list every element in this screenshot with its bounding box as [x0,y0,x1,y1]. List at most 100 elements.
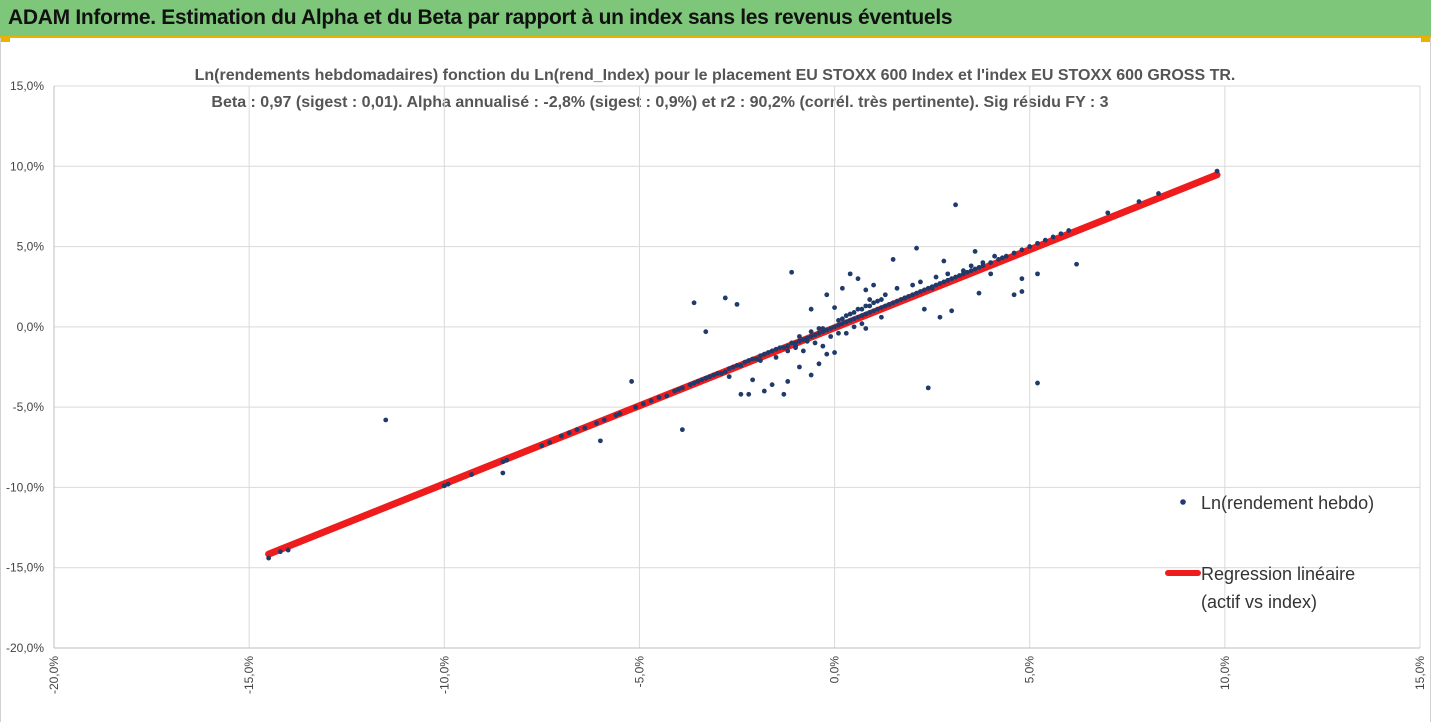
data-point [855,314,861,320]
data-point [851,310,857,315]
data-point [1214,168,1220,174]
data-point [894,285,900,291]
data-point [722,295,728,301]
data-point [863,326,869,331]
data-point [863,311,869,317]
data-point [566,430,572,436]
data-point [679,385,685,391]
data-point [918,279,923,285]
data-point [691,300,697,306]
data-point [867,303,873,309]
data-point [1035,240,1040,246]
data-point [601,417,607,423]
data-point [890,300,896,306]
chart-subtitle: Beta : 0,97 (sigest : 0,01). Alpha annua… [211,94,1108,111]
data-point [914,290,919,296]
x-tick-label: 5,0% [1023,656,1037,684]
data-point [836,318,841,323]
banner-corner-right [1421,38,1431,42]
data-point [738,362,744,368]
data-point [1011,292,1017,298]
data-point [953,274,958,280]
data-point [441,483,447,489]
data-point [730,364,736,370]
x-tick-label: -15,0% [242,656,256,694]
data-point [769,382,775,388]
data-point [746,358,752,363]
banner-corner-left [0,38,10,42]
data-point [960,268,966,274]
data-point [824,292,830,298]
data-point [746,391,752,397]
legend-label-points: Ln(rendement hebdo) [1201,493,1374,513]
data-point [691,380,697,386]
data-point [871,282,876,288]
data-point [847,318,853,323]
report-title: ADAM Informe. Estimation du Alpha et du … [8,6,953,29]
data-point [914,245,919,251]
data-point [738,391,744,397]
data-point [839,316,845,322]
data-point [742,359,748,365]
data-point [761,351,767,357]
axis-ticks: -20,0% -15,0% -10,0% -5,0% 0,0% 5,0% 10,0% 15,0… [6,79,1427,694]
data-point [785,343,791,349]
data-point [617,411,623,416]
data-point [804,338,810,344]
data-point [863,287,869,293]
data-point [871,308,876,314]
data-point [949,276,955,282]
data-point [664,393,670,399]
data-point [582,425,588,431]
data-point [867,310,873,315]
data-point [906,293,912,299]
y-tick-label: 5,0% [17,240,45,254]
report-banner: ADAM Informe. Estimation du Alpha et du … [0,0,1431,38]
data-point [722,369,728,375]
data-point [999,255,1005,261]
plot-area [265,168,1221,561]
data-point [812,340,818,346]
x-tick-label: -10,0% [437,656,451,694]
data-point [1058,231,1064,237]
data-point [863,303,869,309]
data-point [886,301,892,307]
data-point [843,330,849,336]
data-point [816,326,822,331]
data-point [758,353,763,359]
data-point [996,257,1001,262]
data-point [808,334,814,339]
data-point [781,345,787,351]
data-point [976,290,982,296]
x-tick-label: 0,0% [828,656,842,684]
data-point [715,371,720,376]
data-point [839,285,845,291]
x-tick-label: 10,0% [1218,656,1232,690]
data-point [925,385,931,391]
data-point [832,305,837,310]
data-point [277,549,283,555]
data-point [988,271,994,277]
data-point [1035,271,1040,277]
data-point [875,298,880,304]
data-point [500,459,506,465]
data-point [921,306,927,312]
data-point [797,338,802,344]
data-point [910,282,916,288]
data-point [832,350,837,355]
data-point [1105,210,1111,216]
data-point [1019,289,1025,294]
data-point [793,345,798,351]
data-point [937,281,943,286]
y-tick-label: 15,0% [10,79,44,93]
data-point [765,350,771,355]
data-point [703,375,709,381]
data-point [1050,234,1056,240]
data-point [789,269,795,275]
data-point [949,308,955,314]
data-point [921,287,927,293]
x-tick-label: 15,0% [1413,656,1427,690]
y-tick-label: -10,0% [6,480,44,494]
data-point [972,248,978,254]
data-point [941,279,947,285]
